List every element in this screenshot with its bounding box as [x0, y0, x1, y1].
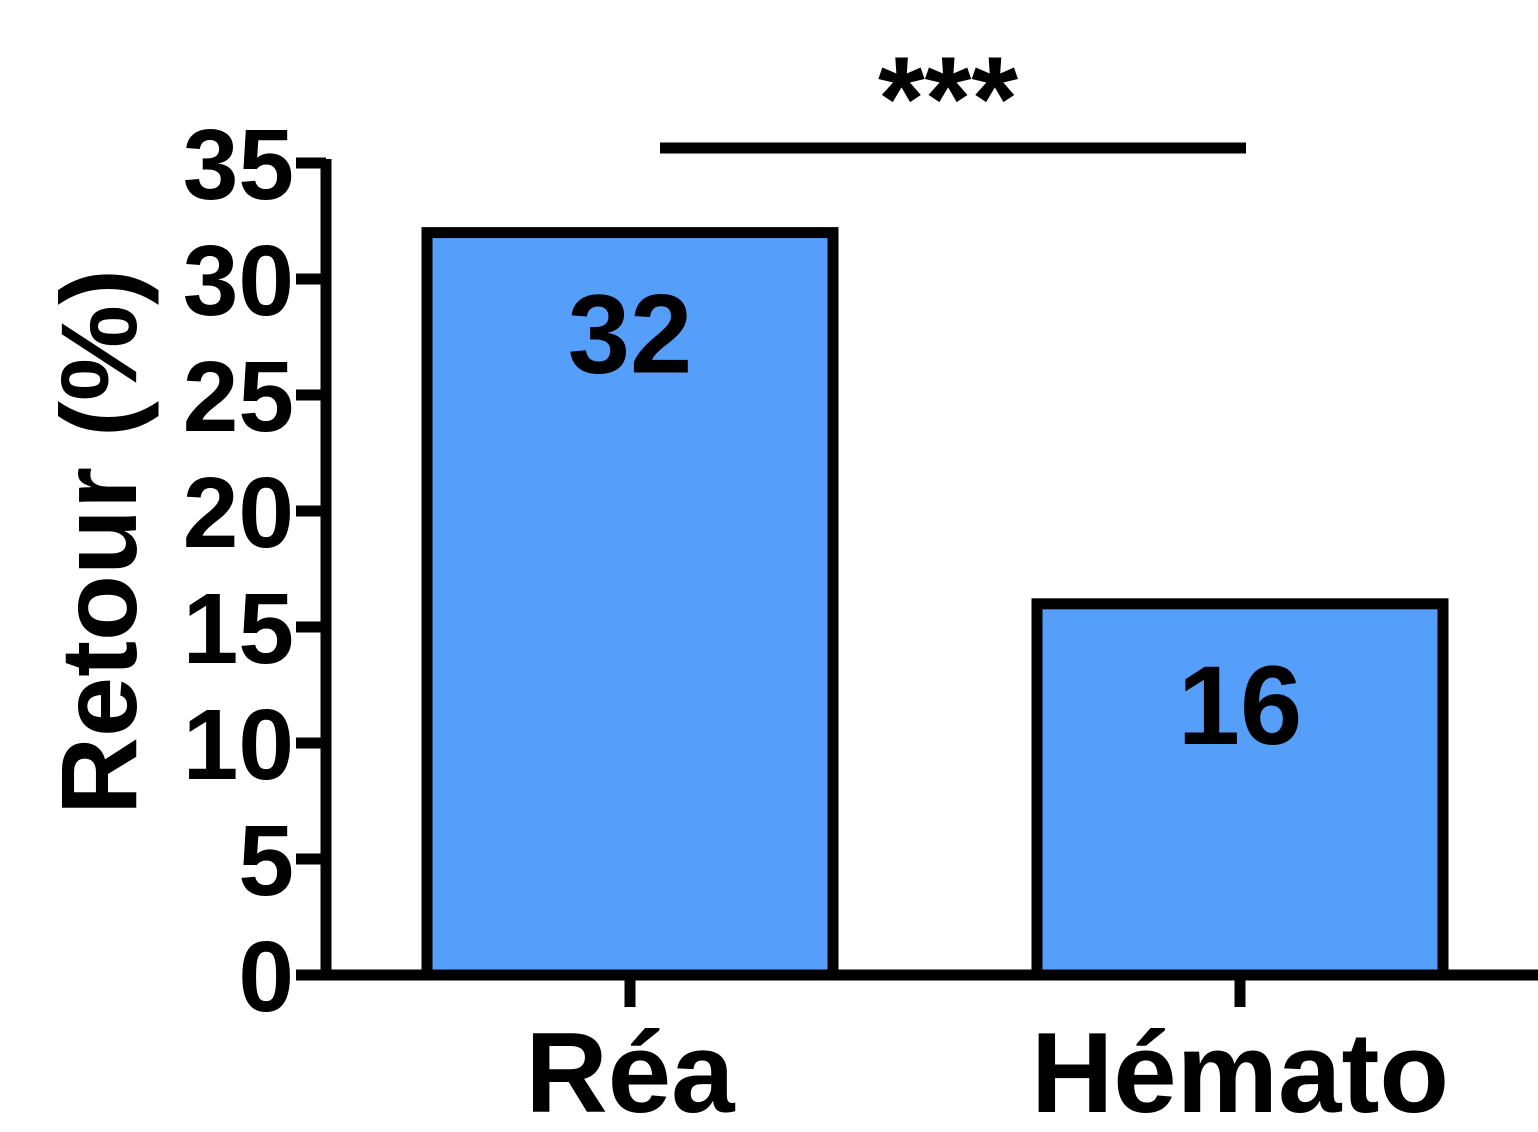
axes-layer: [296, 157, 1538, 1007]
bars-layer: [421, 227, 1449, 981]
y-tick-label-5: 5: [238, 805, 294, 917]
y-tick-label-0: 0: [238, 921, 294, 1033]
bar-1: [421, 227, 839, 981]
y-tick-label-25: 25: [183, 341, 294, 453]
data-label-2: 16: [1178, 643, 1303, 768]
y-tick-label-20: 20: [183, 457, 294, 569]
y-tick-label-10: 10: [183, 689, 294, 801]
significance-annotation: ***: [660, 32, 1246, 166]
bar-2: [1031, 598, 1449, 981]
y-tick-label-15: 15: [183, 573, 294, 685]
significance-label: ***: [878, 32, 1018, 166]
x-tick-label-1: Réa: [525, 1010, 736, 1127]
y-axis-label: Retour (%): [38, 269, 159, 815]
y-tick-label-35: 35: [183, 109, 294, 221]
y-tick-label-30: 30: [183, 225, 294, 337]
x-tick-label-2: Hémato: [1031, 1010, 1449, 1127]
data-label-1: 32: [568, 272, 693, 397]
